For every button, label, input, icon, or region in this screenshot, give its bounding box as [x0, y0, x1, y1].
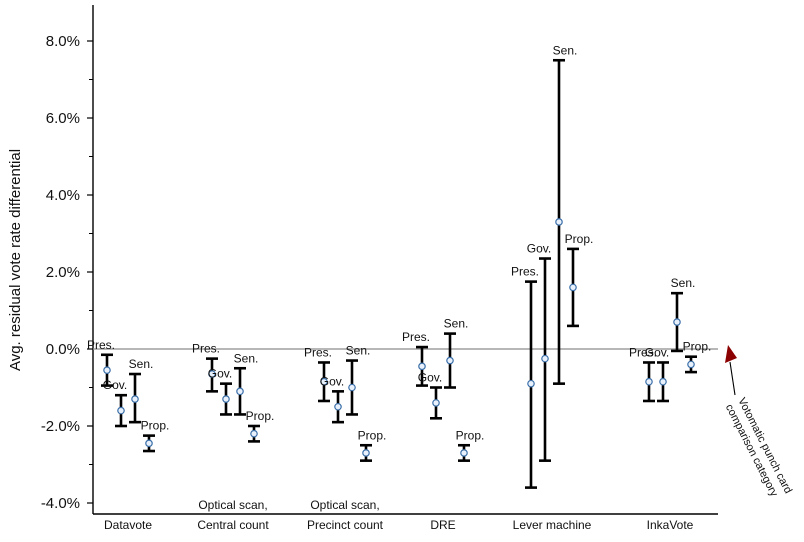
series-label: Prop.	[246, 409, 275, 423]
errorbar-sen: Sen.	[671, 276, 696, 353]
data-point	[645, 377, 653, 386]
y-tick-label: 2.0%	[46, 264, 80, 281]
data-point	[659, 377, 667, 386]
data-point	[103, 366, 111, 374]
errorbar-pres: Pres.	[304, 345, 332, 403]
errorbar-gov: Gov.	[527, 242, 551, 462]
annotation-arrow-line	[729, 361, 736, 396]
category-label: Precinct count	[307, 518, 384, 532]
errorbar-sen: Sen.	[346, 344, 371, 416]
series-label: Pres.	[402, 330, 430, 344]
y-tick-label: 6.0%	[46, 110, 80, 127]
data-point	[673, 318, 681, 326]
series-label: Gov.	[103, 378, 127, 392]
errorbar-gov: Gov.	[320, 374, 344, 424]
category-label: Optical scan,	[310, 498, 379, 512]
errorbar-pres: Pres.	[87, 338, 115, 387]
data-point	[208, 370, 216, 378]
y-tick-label: -4.0%	[41, 495, 80, 512]
data-point	[446, 356, 454, 365]
category-label: Optical scan,	[198, 498, 267, 512]
y-ticks: -4.0% -2.0% 0.0% 2.0% 4.0% 6.0% 8.0%	[41, 33, 93, 512]
series-label: Gov.	[527, 242, 551, 256]
y-tick-label: 4.0%	[46, 187, 80, 204]
series-label: Pres.	[87, 338, 115, 352]
data-point	[460, 449, 468, 457]
data-point	[117, 406, 125, 415]
data-point	[131, 395, 139, 403]
errorbar-prop: Prop.	[358, 428, 387, 462]
data-point	[348, 383, 356, 392]
errorbar-prop: Prop.	[456, 428, 485, 462]
data-point	[236, 387, 244, 396]
category-label: DRE	[430, 518, 455, 532]
data-point	[418, 362, 426, 371]
errorbar-prop: Prop.	[565, 232, 594, 328]
errorbar-pres: Pres.	[402, 330, 430, 387]
errorbar-gov: Gov.	[418, 371, 442, 420]
category-labels: Datavote Optical scan, Central count Optica…	[104, 498, 694, 532]
series-label: Sen.	[671, 276, 696, 290]
errorbar-sen: Sen.	[234, 351, 259, 416]
errorbar-sen: Sen.	[129, 357, 154, 424]
annotation-group: Votomatic punch cardcomparison category	[723, 345, 794, 502]
data-point	[555, 218, 563, 226]
errorbar-prop: Prop.	[141, 419, 170, 453]
category-label: Datavote	[104, 518, 152, 532]
errorbar-sen: Sen.	[553, 43, 578, 385]
series-label: Gov.	[320, 374, 344, 388]
errorbar-gov: Gov.	[645, 345, 669, 403]
y-axis-label: Avg. residual vote rate differential	[7, 149, 24, 371]
y-tick-label: 8.0%	[46, 33, 80, 50]
data-point	[222, 395, 230, 403]
series-label: Prop.	[358, 428, 387, 442]
data-point	[362, 449, 370, 457]
series-label: Gov.	[418, 371, 442, 385]
errorbar-gov: Gov.	[103, 378, 127, 428]
data-point	[432, 399, 440, 407]
category-label: Lever machine	[513, 518, 592, 532]
data-point	[687, 360, 695, 369]
y-tick-label: -2.0%	[41, 418, 80, 435]
data-marks: Pres.Gov.Sen.Prop.Pres.Gov.Sen.Prop.Pres…	[87, 43, 712, 489]
data-point	[320, 377, 328, 386]
data-point	[145, 439, 153, 448]
axes	[92, 5, 718, 515]
series-label: Gov.	[208, 367, 232, 381]
series-label: Prop.	[565, 232, 594, 246]
series-label: Prop.	[683, 340, 712, 354]
data-point	[541, 354, 549, 363]
errorbar-sen: Sen.	[444, 317, 469, 389]
series-label: Pres.	[192, 342, 220, 356]
series-label: Pres.	[304, 345, 332, 359]
errorbar-pres: Pres.	[511, 265, 539, 489]
category-label: InkaVote	[647, 518, 694, 532]
annotation-arrow-head	[725, 345, 737, 363]
series-label: Pres.	[511, 265, 539, 279]
errorbar-pres: Pres.	[192, 342, 220, 393]
series-label: Sen.	[346, 344, 371, 358]
y-tick-label: 0.0%	[46, 341, 80, 358]
errorbar-gov: Gov.	[208, 367, 232, 416]
series-label: Pres.	[629, 345, 657, 359]
series-label: Prop.	[141, 419, 170, 433]
annotation-text: Votomatic punch cardcomparison category	[723, 396, 794, 502]
series-label: Sen.	[129, 357, 154, 371]
series-label: Sen.	[444, 317, 469, 331]
series-label: Sen.	[234, 351, 259, 365]
errorbar-prop: Prop.	[246, 409, 275, 443]
data-point	[250, 429, 258, 438]
series-label: Prop.	[456, 428, 485, 442]
series-label: Gov.	[645, 345, 669, 359]
data-point	[334, 402, 342, 411]
category-label: Central count	[197, 518, 269, 532]
errorbar-pres: Pres.	[629, 345, 657, 403]
data-point	[569, 283, 577, 292]
series-label: Sen.	[553, 43, 578, 57]
errorbar-prop: Prop.	[683, 340, 712, 374]
data-point	[527, 379, 535, 388]
